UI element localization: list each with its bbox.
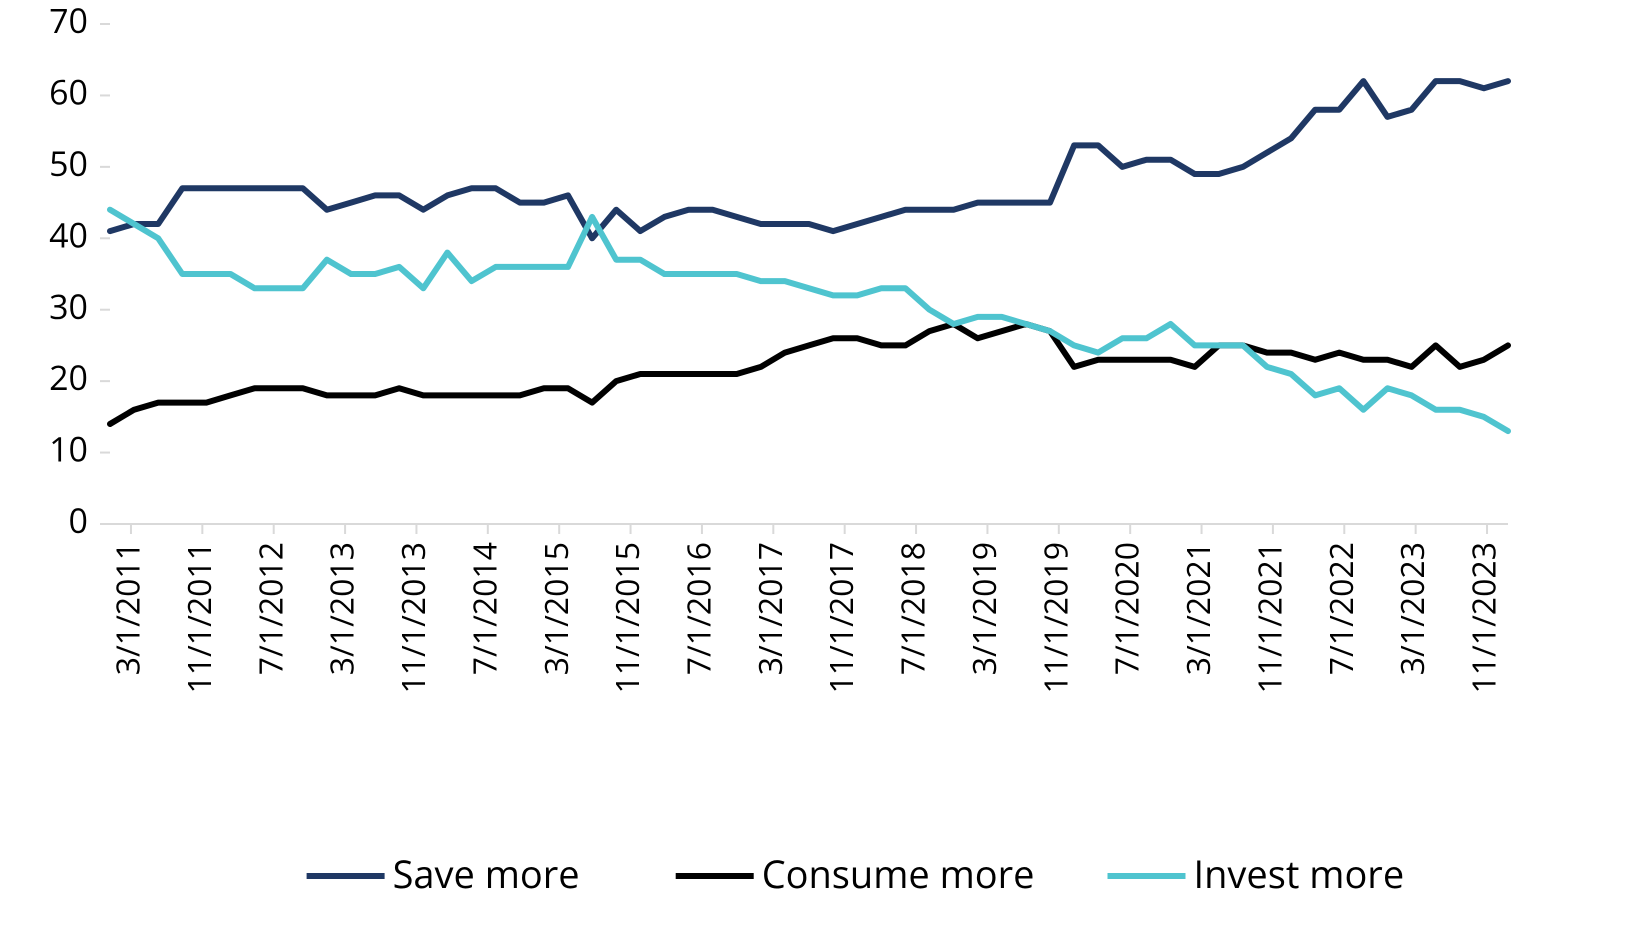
x-tick-label: 11/1/2019	[1034, 542, 1077, 694]
legend-label: Save more	[393, 848, 580, 900]
y-tick-label: 40	[49, 211, 88, 257]
y-tick-label: 70	[49, 0, 88, 43]
x-tick-label: 11/1/2013	[392, 542, 435, 694]
x-tick-label: 7/1/2022	[1320, 542, 1363, 675]
legend: Save more Consume more Invest more	[307, 848, 1405, 900]
x-tick-label: 7/1/2012	[249, 542, 292, 675]
x-tick-label: 7/1/2014	[463, 542, 506, 675]
x-tick-label: 3/1/2019	[963, 542, 1006, 675]
x-tick-label: 3/1/2017	[749, 542, 792, 675]
line-chart: 0 10 20 30 40 50 60 70 3/1/2011 11/1/2011 7/1/2012…	[0, 0, 1650, 948]
x-tick-label: 7/1/2018	[892, 542, 935, 675]
y-tick-label: 20	[49, 354, 88, 400]
x-tick-label: 11/1/2017	[820, 542, 863, 694]
chart-svg: 0 10 20 30 40 50 60 70 3/1/2011 11/1/2011 7/1/2012…	[0, 0, 1650, 948]
x-tick-label: 3/1/2011	[107, 542, 150, 675]
y-tick-label: 0	[69, 497, 88, 543]
series-invest-more	[110, 210, 1508, 431]
x-tick-label: 11/1/2023	[1463, 542, 1506, 694]
legend-label: Invest more	[1194, 848, 1405, 900]
x-tick-label: 7/1/2020	[1106, 542, 1149, 675]
y-tick-label: 30	[49, 283, 88, 329]
axes: 0 10 20 30 40 50 60 70 3/1/2011 11/1/2011 7/1/2012…	[49, 0, 1508, 694]
x-tick-label: 11/1/2015	[606, 542, 649, 694]
x-tick-label: 3/1/2023	[1391, 542, 1434, 675]
y-tick-label: 10	[49, 426, 88, 472]
series-consume-more	[110, 324, 1508, 424]
x-tick-label: 3/1/2013	[321, 542, 364, 675]
series-save-more	[110, 81, 1508, 238]
x-tick-label: 11/1/2021	[1248, 542, 1291, 694]
legend-label: Consume more	[762, 848, 1035, 900]
x-tick-label: 3/1/2021	[1177, 542, 1220, 675]
series-group	[110, 81, 1508, 431]
x-tick-label: 11/1/2011	[178, 542, 221, 694]
y-tick-label: 60	[49, 69, 88, 115]
x-tick-label: 7/1/2016	[678, 542, 721, 675]
y-tick-label: 50	[49, 140, 88, 186]
x-tick-label: 3/1/2015	[535, 542, 578, 675]
